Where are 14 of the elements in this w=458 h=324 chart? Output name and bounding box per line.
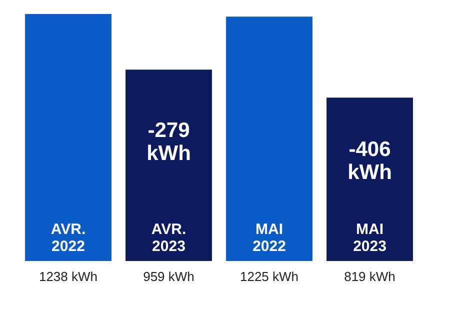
bar (126, 70, 212, 261)
x-tick-label: AVR. 2022 (50, 221, 86, 255)
data-label: 819 kWh (344, 269, 396, 284)
bar (25, 14, 112, 261)
bar (226, 16, 312, 261)
bar (326, 98, 413, 261)
data-label: 1238 kWh (38, 269, 98, 284)
annotation: -279 kWh (146, 118, 191, 165)
x-tick-label: AVR. 2023 (151, 221, 186, 255)
x-tick-label: MAI 2023 (353, 221, 386, 255)
annotation: -406 kWh (348, 138, 392, 184)
x-tick-label: MAI 2022 (252, 221, 286, 255)
data-label: 1225 kWh (240, 269, 299, 284)
data-label: 959 kWh (143, 269, 194, 284)
